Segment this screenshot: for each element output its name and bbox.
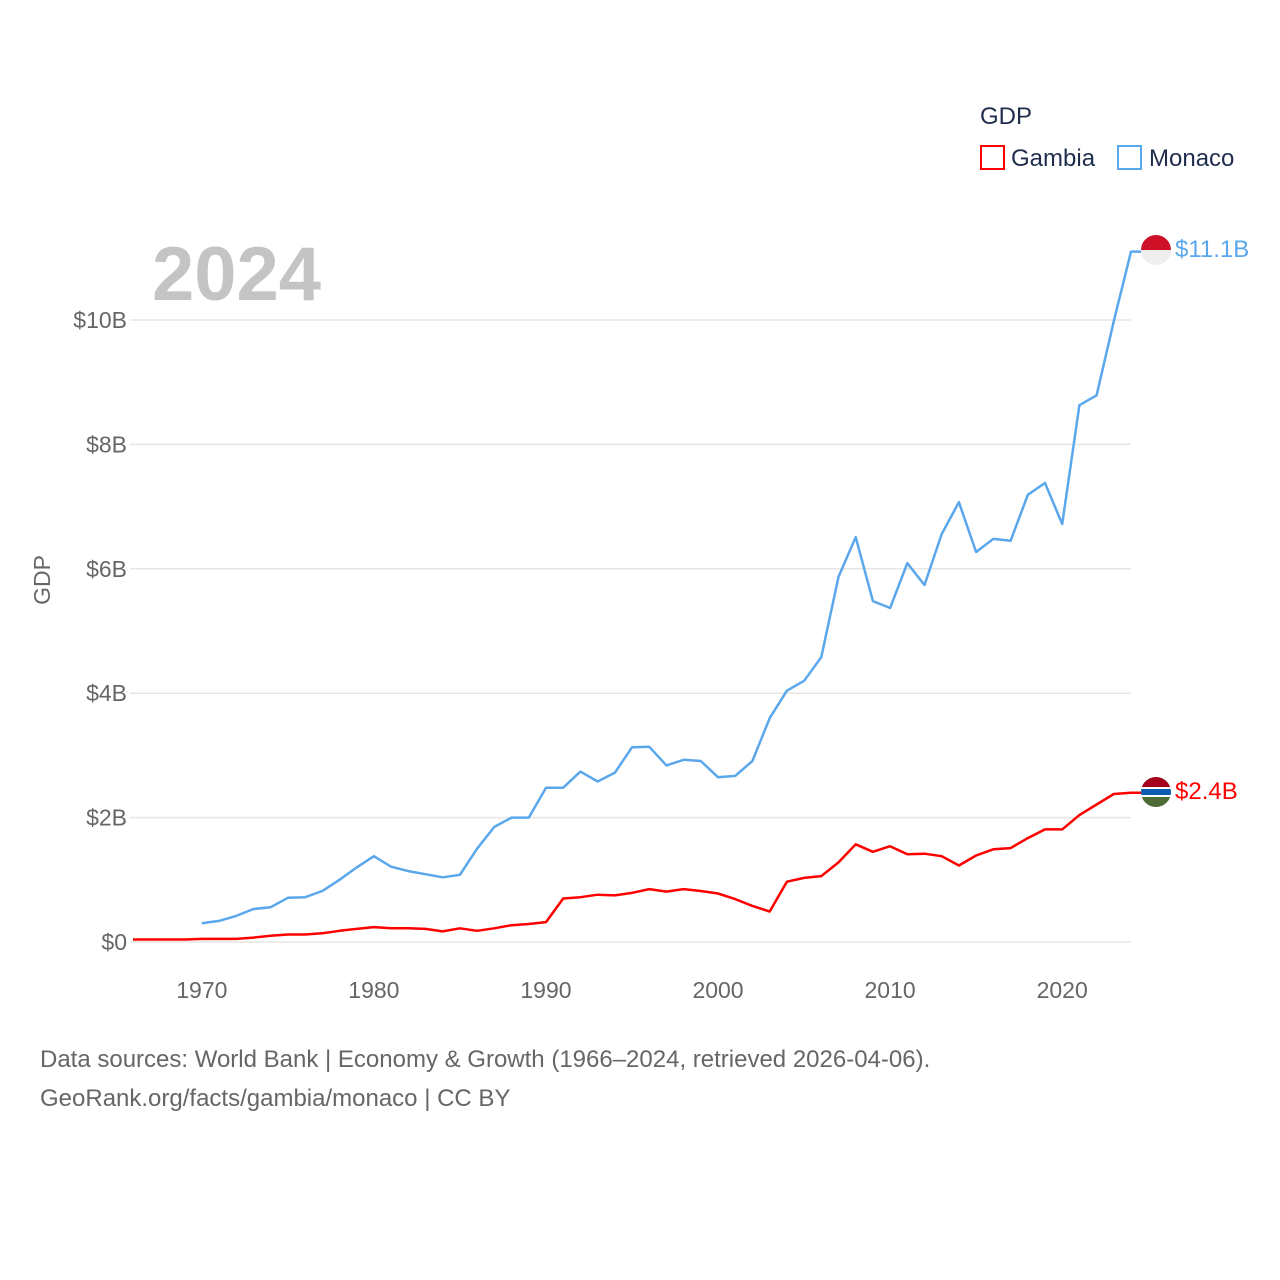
legend-label-monaco[interactable]: Monaco xyxy=(1149,145,1234,172)
legend-label-gambia[interactable]: Gambia xyxy=(1011,145,1096,172)
y-tick-label: $8B xyxy=(86,431,127,457)
year-watermark: 2024 xyxy=(152,232,321,317)
y-tick-label: $0 xyxy=(101,929,127,955)
gambia-end-label: $2.4B xyxy=(1175,778,1238,805)
x-tick-label: 2000 xyxy=(692,977,743,1003)
grid-lines xyxy=(130,319,1131,943)
legend-swatch-monaco[interactable] xyxy=(1117,145,1142,170)
y-tick-label: $2B xyxy=(86,805,127,831)
x-tick-label: 2010 xyxy=(865,977,916,1003)
monaco-flag-icon xyxy=(1141,235,1171,265)
series-lines xyxy=(133,250,1141,941)
footer-attribution[interactable]: GeoRank.org/facts/gambia/monaco | CC BY xyxy=(40,1085,511,1112)
legend-title: GDP xyxy=(980,103,1032,130)
footer-sources: Data sources: World Bank | Economy & Gro… xyxy=(40,1046,931,1073)
x-tick-label: 2020 xyxy=(1037,977,1088,1003)
y-axis-label: GDP xyxy=(29,555,55,605)
x-tick-label: 1970 xyxy=(176,977,227,1003)
y-tick-label: $4B xyxy=(86,680,127,706)
legend-swatch-gambia[interactable] xyxy=(980,145,1005,170)
x-axis-ticks: 1970 1980 1990 2000 2010 2020 xyxy=(176,977,1088,1003)
series-line-monaco xyxy=(201,250,1141,925)
series-line-gambia xyxy=(133,791,1141,941)
y-axis-ticks: $0 $2B $4B $6B $8B $10B xyxy=(73,307,127,955)
gambia-flag-icon xyxy=(1141,777,1171,807)
y-tick-label: $6B xyxy=(86,556,127,582)
legend: GDP Gambia Monaco xyxy=(980,103,1234,172)
x-tick-label: 1980 xyxy=(348,977,399,1003)
x-tick-label: 1990 xyxy=(520,977,571,1003)
y-tick-label: $10B xyxy=(73,307,127,333)
monaco-end-label: $11.1B xyxy=(1175,236,1249,263)
